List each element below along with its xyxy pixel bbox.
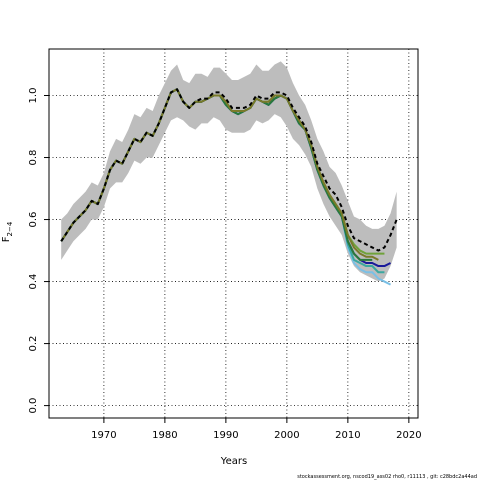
y-axis: 0.0 0.2 0.4 0.6 0.8 1.0: [28, 88, 49, 414]
x-tick-label: 2000: [274, 430, 299, 441]
plot-frame: [48, 48, 419, 419]
confidence-band: [61, 61, 397, 282]
confidence-band-area: [61, 61, 397, 282]
y-axis-title-subscript: 2−4: [6, 221, 14, 236]
y-tick-label: 0.6: [28, 212, 39, 228]
y-tick-label: 0.4: [28, 274, 39, 290]
x-tick-label: 2010: [335, 430, 360, 441]
y-tick-label: 1.0: [28, 88, 39, 104]
base-line: [60, 88, 398, 252]
y-tick-label: 0.2: [28, 336, 39, 352]
x-tick-label: 1980: [152, 430, 177, 441]
y-axis-title: F2−4: [1, 221, 14, 242]
footer-note: stockassessment.org, nscod19_ass02 rho0,…: [297, 474, 477, 480]
y-tick-label: 0.0: [28, 398, 39, 414]
x-axis: 1970 1980 1990 2000 2010 2020: [91, 418, 422, 441]
x-tick-label: 1970: [91, 430, 116, 441]
y-tick-label: 0.8: [28, 150, 39, 166]
x-tick-label: 1990: [213, 430, 238, 441]
x-tick-label: 2020: [396, 430, 421, 441]
x-axis-title: Years: [220, 456, 247, 467]
y-axis-title-main: F: [1, 236, 12, 242]
series-lines: [60, 88, 398, 286]
